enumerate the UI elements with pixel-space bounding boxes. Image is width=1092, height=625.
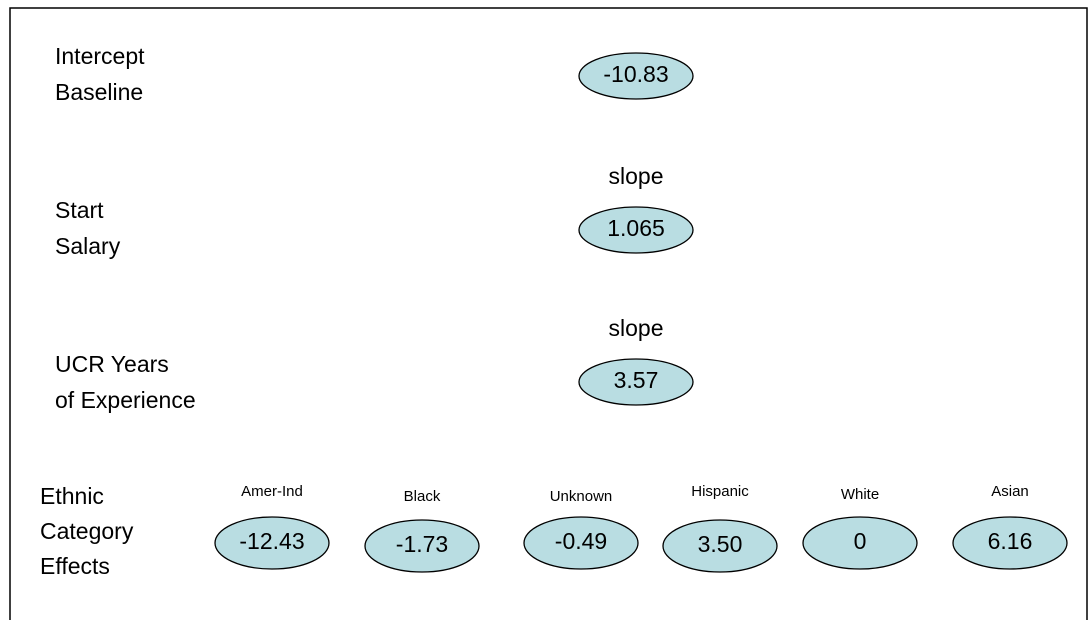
row-label: UCR Years bbox=[55, 351, 169, 377]
row-label: Baseline bbox=[55, 79, 143, 105]
frame bbox=[9, 7, 1088, 620]
group-ellipse bbox=[523, 516, 639, 570]
group-value: 0 bbox=[854, 528, 867, 554]
group-name: Black bbox=[404, 488, 441, 505]
group-ellipse bbox=[364, 519, 480, 573]
ethnic-label: Category bbox=[40, 518, 134, 544]
group-value: -0.49 bbox=[555, 528, 607, 554]
row-label: Intercept bbox=[55, 43, 145, 69]
value: 1.065 bbox=[607, 215, 665, 241]
row-label: Salary bbox=[55, 233, 121, 259]
group-value: 6.16 bbox=[988, 528, 1033, 554]
group-ellipse bbox=[214, 516, 330, 570]
ethnic-label: Effects bbox=[40, 553, 110, 579]
value: 3.57 bbox=[614, 367, 659, 393]
group-name: White bbox=[841, 486, 879, 503]
group-value: -12.43 bbox=[239, 528, 304, 554]
value: -10.83 bbox=[603, 61, 668, 87]
ethnic-label: Ethnic bbox=[40, 483, 104, 509]
value-ellipse bbox=[578, 358, 694, 406]
slope-label: slope bbox=[609, 163, 664, 189]
group-value: 3.50 bbox=[698, 531, 743, 557]
value-ellipse bbox=[578, 206, 694, 254]
group-ellipse bbox=[952, 516, 1068, 570]
group-name: Unknown bbox=[550, 488, 613, 505]
value-ellipse bbox=[578, 52, 694, 100]
row-label: of Experience bbox=[55, 387, 196, 413]
group-name: Asian bbox=[991, 483, 1029, 500]
group-value: -1.73 bbox=[396, 531, 448, 557]
group-name: Hispanic bbox=[691, 483, 749, 500]
group-ellipse bbox=[802, 516, 918, 570]
row-label: Start bbox=[55, 197, 104, 223]
slope-label: slope bbox=[609, 315, 664, 341]
group-ellipse bbox=[662, 519, 778, 573]
group-name: Amer-Ind bbox=[241, 483, 303, 500]
